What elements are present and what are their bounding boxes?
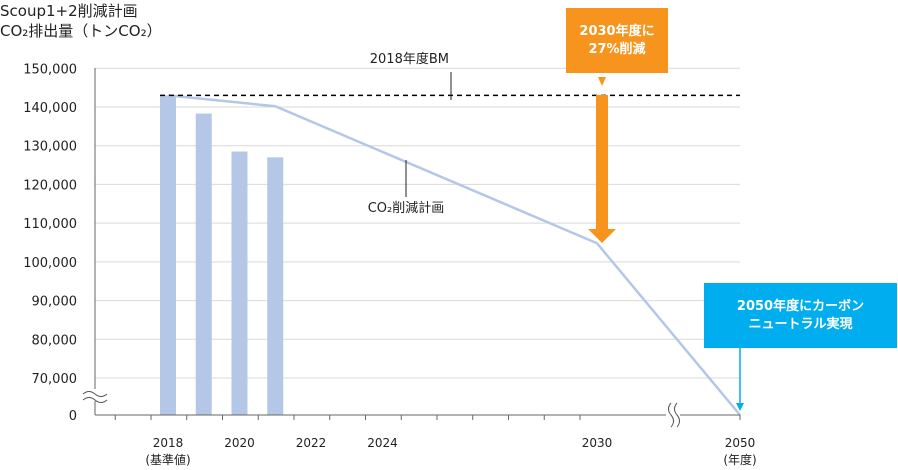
bar	[267, 157, 284, 416]
bar	[195, 113, 212, 416]
y-tick-label: 100,000	[23, 256, 77, 271]
label-layer: 0 70,000 80,000 90,000 100,000 110,000 120,000…	[23, 51, 756, 467]
y-tick-label: 90,000	[32, 295, 78, 310]
bar	[160, 95, 176, 415]
bar	[231, 151, 248, 415]
axis-layer	[82, 68, 741, 428]
chart-title-line1: Scoup1+2削減計画	[0, 2, 138, 20]
x-tick-label: 2020	[224, 436, 255, 450]
y-tick-label: 0	[69, 409, 77, 424]
arrow-2050-head	[736, 403, 744, 411]
x-tick-sublabel: (年度)	[723, 452, 756, 467]
y-axis-title: CO₂排出量（トンCO₂）	[0, 22, 162, 40]
x-break-wave	[674, 402, 680, 428]
callout-2030-pointer	[598, 77, 606, 86]
bar-layer	[160, 95, 284, 416]
y-break-wave	[82, 397, 108, 403]
x-break-wave	[668, 402, 674, 428]
x-tick-label: 2022	[296, 436, 327, 450]
bm-label: 2018年度BM	[370, 51, 449, 67]
x-tick-label: 2024	[367, 436, 398, 450]
arrow-2030-shaft	[596, 95, 608, 229]
arrow-2030-head	[588, 229, 616, 243]
y-tick-label: 120,000	[23, 178, 77, 193]
x-break-mask	[666, 402, 680, 428]
callout-2050-line2: ニュートラル実現	[748, 316, 853, 332]
line-layer	[160, 72, 744, 416]
x-tick-label: 2018	[153, 436, 184, 450]
x-tick-label: 2030	[582, 436, 613, 450]
y-tick-label: 150,000	[23, 62, 77, 77]
reduction-plan-line	[167, 94, 741, 416]
y-break-mask	[82, 389, 108, 401]
callout-2030-target: 2030年度に 27%削減	[566, 8, 668, 73]
y-break-wave	[82, 391, 108, 397]
callout-2050-line1: 2050年度にカーボン	[736, 298, 865, 314]
callout-2030-line2: 27%削減	[588, 41, 646, 57]
y-tick-label: 130,000	[23, 140, 77, 155]
y-tick-label: 110,000	[23, 217, 77, 232]
y-tick-label: 140,000	[23, 101, 77, 116]
callout-2030-line1: 2030年度に	[579, 23, 655, 39]
grid-layer	[95, 67, 740, 379]
plan-label: CO₂削減計画	[368, 200, 445, 216]
x-tick-label: 2050	[725, 436, 756, 450]
x-tick-sublabel: (基準値)	[145, 452, 190, 467]
y-tick-label: 80,000	[32, 333, 78, 348]
callout-2050-target: 2050年度にカーボン ニュートラル実現	[704, 283, 897, 348]
y-tick-label: 70,000	[32, 372, 78, 387]
